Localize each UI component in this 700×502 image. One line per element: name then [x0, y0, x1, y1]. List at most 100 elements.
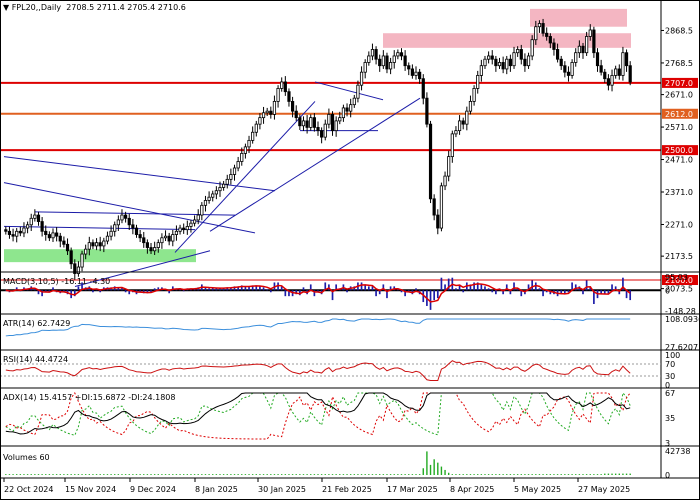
- candle-body: [617, 68, 621, 76]
- candle-body: [585, 36, 589, 54]
- macd-histogram-bar: [545, 290, 548, 293]
- candle-body: [225, 178, 229, 185]
- candle-body: [519, 49, 523, 60]
- macd-histogram-bar: [117, 287, 120, 291]
- macd-histogram-bar: [324, 282, 327, 291]
- candle-body: [214, 190, 218, 195]
- candle-body: [432, 198, 436, 216]
- candle-body: [207, 196, 211, 201]
- candle-body: [624, 52, 629, 67]
- candle-body: [76, 266, 81, 274]
- trend-line[interactable]: [174, 101, 316, 253]
- candle-body: [359, 71, 364, 86]
- macd-histogram-bar: [266, 289, 269, 291]
- candle-body: [505, 58, 509, 70]
- macd-histogram-bar: [139, 290, 141, 293]
- trend-line[interactable]: [74, 250, 211, 287]
- atr-title: ATR(14) 62.7429: [3, 319, 71, 328]
- candle-body: [349, 104, 353, 112]
- candle-body: [149, 247, 153, 252]
- price-level-tag-text: 2500.0: [665, 146, 693, 155]
- adx-line: [5, 392, 631, 435]
- candle-body: [62, 240, 66, 245]
- macd-histogram-bar: [585, 280, 588, 291]
- candle-body: [261, 112, 266, 119]
- macd-histogram-bar: [549, 290, 552, 295]
- candle-body: [200, 204, 204, 216]
- candle-body: [109, 230, 113, 237]
- candle-body: [25, 224, 30, 229]
- macd-histogram-bar: [157, 287, 160, 291]
- macd-histogram-bar: [462, 290, 465, 293]
- candle-body: [457, 120, 462, 132]
- candle-body: [345, 107, 349, 112]
- candle-body: [163, 235, 168, 239]
- time-axis-label: 17 Mar 2025: [387, 485, 438, 494]
- macd-histogram-bar: [622, 277, 624, 291]
- trend-line[interactable]: [3, 156, 276, 192]
- candle-body: [396, 52, 400, 57]
- macd-histogram-bar: [593, 290, 595, 305]
- trend-line[interactable]: [3, 182, 256, 234]
- macd-histogram-bar: [484, 286, 486, 291]
- candle-body: [218, 187, 222, 192]
- macd-histogram-bar: [360, 282, 363, 291]
- macd-histogram-bar: [444, 284, 446, 291]
- macd-histogram-bar: [567, 290, 570, 293]
- price-level-tag: [662, 108, 698, 119]
- candle-body: [203, 200, 208, 206]
- macd-histogram-bar: [367, 286, 370, 291]
- trend-line[interactable]: [209, 97, 421, 232]
- candle-body: [240, 152, 244, 162]
- candle-body: [294, 110, 298, 119]
- candle-body: [606, 78, 611, 86]
- macd-histogram-bar: [589, 286, 592, 291]
- macd-histogram-bar: [208, 288, 210, 291]
- macd-histogram-bar: [400, 290, 403, 293]
- rsi-axis-label: 100: [665, 351, 680, 360]
- macd-histogram-bar: [458, 284, 461, 291]
- macd-histogram-bar: [574, 284, 577, 291]
- trend-line[interactable]: [314, 81, 384, 101]
- candle-body: [243, 146, 247, 154]
- candle-body: [330, 114, 335, 132]
- macd-histogram-bar: [244, 286, 247, 291]
- candle-body: [18, 230, 22, 234]
- macd-histogram-bar: [469, 284, 472, 291]
- candle-body: [167, 235, 171, 242]
- macd-histogram-bar: [564, 290, 566, 295]
- macd-axis-label: 95.03: [665, 273, 688, 282]
- candle-body: [541, 23, 545, 34]
- macd-histogram-bar: [15, 287, 18, 291]
- candle-body: [182, 227, 186, 231]
- macd-histogram-bar: [538, 288, 541, 291]
- macd-histogram-bar: [389, 286, 392, 291]
- macd-histogram-bar: [629, 290, 632, 301]
- macd-histogram-bar: [346, 290, 348, 293]
- candle-body: [479, 65, 483, 76]
- candle-body: [370, 49, 375, 57]
- collapse-triangle-icon[interactable]: ▼: [3, 3, 10, 12]
- candle-body: [265, 110, 269, 114]
- candle-body: [450, 133, 454, 158]
- atr-line: [5, 318, 631, 337]
- candle-body: [211, 193, 215, 198]
- candle-body: [156, 242, 160, 248]
- adx-axis-label: 35: [665, 414, 675, 423]
- adx-minus-di-line: [5, 391, 631, 440]
- support-zone: [4, 249, 196, 263]
- trend-line[interactable]: [3, 225, 196, 231]
- candle-body: [316, 126, 320, 132]
- rsi-line: [5, 360, 631, 381]
- macd-histogram-bar: [422, 290, 425, 303]
- candle-body: [258, 117, 262, 125]
- candle-body: [494, 58, 498, 67]
- volume-axis-label: 42738: [665, 447, 690, 456]
- candle-body: [501, 62, 505, 70]
- candle-body: [465, 110, 469, 125]
- candle-body: [483, 58, 487, 67]
- candle-body: [512, 52, 516, 67]
- trend-line[interactable]: [34, 211, 236, 216]
